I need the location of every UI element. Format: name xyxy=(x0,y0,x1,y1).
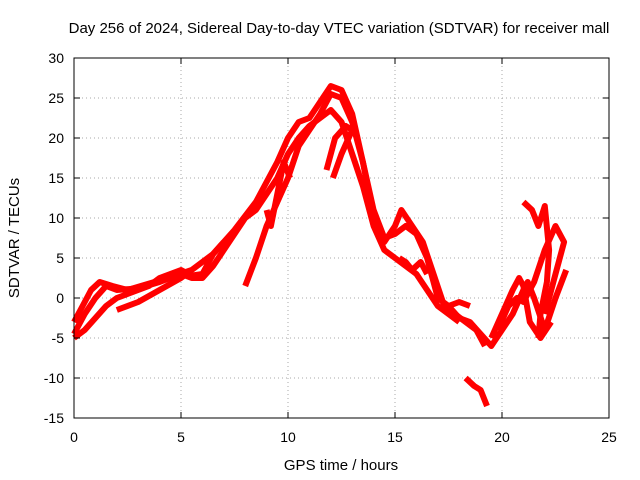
plot-frame xyxy=(73,57,610,419)
y-tick-label: -15 xyxy=(44,410,64,426)
y-tick-label: -5 xyxy=(52,330,65,346)
y-tick-label: 0 xyxy=(56,290,64,306)
series-line-7 xyxy=(323,123,356,180)
series-line-4 xyxy=(115,267,194,313)
x-tick-label: 20 xyxy=(494,429,510,445)
y-tick-label: 20 xyxy=(48,130,64,146)
y-tick-label: 15 xyxy=(48,170,64,186)
x-tick-label: 25 xyxy=(601,429,617,445)
y-tick-label: 30 xyxy=(48,50,64,66)
chart-title: Day 256 of 2024, Sidereal Day-to-day VTE… xyxy=(69,20,610,37)
series-line-13 xyxy=(463,375,490,408)
series-line-1 xyxy=(71,83,488,348)
series-line-3 xyxy=(72,240,227,341)
x-tick-label: 10 xyxy=(280,429,296,445)
y-tick-label: -10 xyxy=(44,370,64,386)
series-line-11 xyxy=(494,223,568,332)
series-line-12 xyxy=(521,199,553,339)
series-line-8 xyxy=(397,255,430,276)
x-axis-ticks: 0 5 10 15 20 25 xyxy=(70,58,617,445)
grid-lines xyxy=(74,58,609,418)
series-line-6 xyxy=(263,159,293,229)
x-tick-label: 5 xyxy=(177,429,185,445)
x-tick-label: 0 xyxy=(70,429,78,445)
x-axis-label: GPS time / hours xyxy=(284,457,398,474)
y-tick-label: 10 xyxy=(48,210,64,226)
y-tick-label: 25 xyxy=(48,90,64,106)
series-line-5 xyxy=(242,91,471,309)
y-axis-ticks: -15 -10 -5 0 5 10 15 20 25 30 xyxy=(44,50,609,426)
data-series xyxy=(71,83,570,408)
x-tick-label: 15 xyxy=(387,429,403,445)
y-tick-label: 5 xyxy=(56,250,64,266)
y-axis-label: SDTVAR / TECUs xyxy=(6,178,23,298)
